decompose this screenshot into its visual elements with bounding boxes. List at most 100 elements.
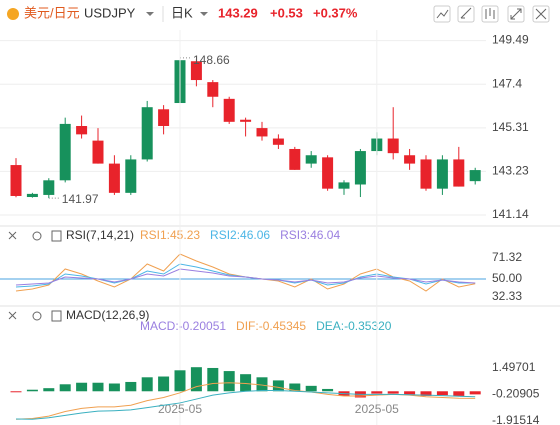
symbol[interactable]: USDJPY	[84, 5, 136, 20]
legend-entry: DIF:-0.45345	[236, 319, 306, 333]
candle-body	[125, 159, 137, 193]
legend-entry: RSI1:45.23	[140, 228, 200, 242]
annotation: 148.66	[193, 53, 230, 67]
panel-title: MACD(12,26,9)	[66, 308, 149, 322]
y-tick-label: 145.31	[492, 120, 529, 134]
y-tick-label: 32.33	[492, 289, 522, 303]
close-icon[interactable]	[8, 231, 17, 240]
panel-title: RSI(7,14,21)	[66, 228, 134, 242]
candle-body	[322, 157, 334, 189]
candle-body	[92, 140, 104, 164]
candle-body	[141, 107, 153, 160]
histogram-bar	[469, 391, 481, 395]
series-line	[15, 253, 476, 292]
candle-body	[207, 82, 219, 97]
histogram-bar	[371, 391, 383, 394]
histogram-bar	[256, 377, 268, 392]
tool-icon	[460, 7, 472, 19]
candle-body	[59, 123, 71, 181]
y-tick-label: 1.49701	[492, 360, 536, 374]
histogram-bar	[420, 391, 432, 396]
period[interactable]: 日K	[171, 5, 193, 20]
histogram-bar	[43, 388, 55, 392]
histogram-bar	[92, 382, 104, 392]
candle-body	[420, 159, 432, 189]
candle-body	[158, 109, 170, 126]
logo	[7, 8, 19, 20]
close-icon[interactable]	[8, 311, 17, 320]
settings-icon[interactable]	[32, 311, 42, 321]
histogram-bar	[76, 382, 88, 392]
legend-entry: RSI3:46.04	[280, 228, 340, 242]
histogram-bar	[404, 391, 416, 395]
tool-button[interactable]	[457, 5, 475, 23]
tool-icon	[510, 8, 522, 20]
x-tick-label: 2025-05	[158, 402, 202, 416]
histogram-bar	[174, 370, 186, 392]
y-tick-label: 143.23	[492, 164, 529, 178]
histogram-bar	[59, 384, 71, 392]
candle-body	[387, 138, 399, 154]
tool-button[interactable]	[507, 5, 525, 23]
price: 143.29	[218, 5, 258, 20]
y-tick-label: -0.20905	[492, 387, 540, 401]
y-tick-label: 147.4	[492, 76, 522, 90]
change-pct: +0.37%	[313, 5, 358, 20]
candle-body	[404, 155, 416, 164]
legend-entry: RSI2:46.06	[210, 228, 270, 242]
histogram-bar	[26, 389, 38, 392]
annotation: 141.97	[62, 192, 99, 206]
candle-body	[305, 155, 317, 164]
histogram-bar	[272, 380, 284, 392]
candle-body	[453, 159, 465, 187]
tool-button[interactable]	[481, 5, 499, 23]
settings-icon[interactable]	[32, 231, 42, 241]
rsi-tools	[8, 230, 62, 322]
histogram-bar	[190, 367, 202, 392]
x-tick-label: 2025-05	[355, 402, 399, 416]
tool-button[interactable]	[433, 5, 451, 23]
candle-body	[436, 159, 448, 189]
candle-body	[190, 61, 202, 81]
candle-body	[76, 126, 88, 135]
histogram-bar	[453, 391, 465, 396]
copy-icon[interactable]	[51, 310, 62, 322]
candle-body	[469, 170, 481, 182]
change: +0.53	[270, 5, 303, 20]
legend-entry: DEA:-0.35320	[316, 319, 392, 333]
candle-body	[338, 182, 350, 189]
series-line	[15, 268, 476, 286]
tool-icon	[535, 8, 547, 20]
y-tick-label: 149.49	[492, 33, 529, 47]
legend-entry: MACD:-0.20051	[140, 319, 226, 333]
candle-body	[43, 180, 55, 195]
histogram-bar	[240, 374, 252, 392]
candle-body	[26, 193, 38, 198]
candle-body	[240, 119, 252, 122]
histogram-bar	[223, 371, 235, 392]
histogram-bar	[125, 381, 137, 392]
candle-body	[256, 128, 268, 137]
histogram-bar	[387, 391, 399, 394]
y-tick-label: 50.00	[492, 271, 522, 285]
tool-icon	[485, 8, 495, 19]
copy-icon[interactable]	[51, 230, 62, 242]
y-tick-label: 71.32	[492, 250, 522, 264]
candle-body	[223, 98, 235, 122]
histogram-bar	[436, 391, 448, 396]
series-line	[15, 390, 476, 420]
y-tick-label: 141.14	[492, 207, 529, 221]
histogram-bar	[289, 383, 301, 392]
tool-button[interactable]	[532, 5, 550, 23]
dropdown[interactable]	[146, 12, 154, 16]
candle-body	[108, 163, 120, 193]
candle-body	[272, 138, 284, 145]
histogram-bar	[108, 383, 120, 392]
toolbar	[433, 5, 550, 23]
pair: 美元/日元	[24, 5, 80, 20]
candle-body	[289, 148, 301, 170]
histogram-bar	[158, 376, 170, 392]
histogram-bar	[10, 391, 22, 393]
dropdown[interactable]	[200, 12, 208, 16]
